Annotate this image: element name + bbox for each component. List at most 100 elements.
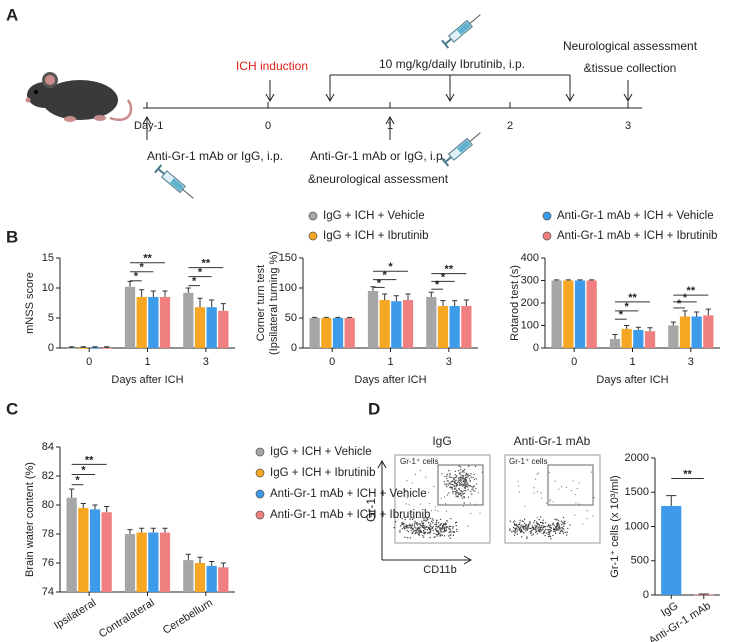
flow-dot (411, 518, 414, 521)
flow-dot (475, 478, 478, 480)
flow-dot (526, 527, 528, 529)
flow-dot (413, 526, 416, 528)
flow-dot (436, 535, 438, 537)
flow-dot (578, 503, 580, 505)
flow-dot (420, 520, 423, 522)
bar (426, 297, 437, 348)
flow-dot (416, 528, 418, 531)
flow-dot (532, 526, 535, 529)
flow-dot (518, 485, 520, 487)
flow-dot (524, 523, 526, 525)
flow-dot (405, 489, 407, 491)
bar (367, 291, 379, 348)
flow-dot (460, 479, 463, 481)
flow-dot (439, 528, 441, 530)
flow-dot (404, 536, 406, 538)
flow-dot (439, 535, 441, 537)
flow-dot (526, 537, 528, 540)
flow-dot (544, 522, 547, 524)
flow-dot (473, 478, 476, 481)
flow-dot (464, 482, 466, 484)
flow-dot (548, 472, 551, 474)
flow-dot (531, 526, 534, 529)
flow-dot (536, 528, 538, 530)
flow-dot (514, 527, 516, 530)
flow-dot (429, 536, 431, 539)
flow-dot (534, 526, 537, 529)
y-tick-label: 100 (279, 282, 297, 294)
flow-dot (455, 495, 457, 498)
flow-dot (411, 524, 413, 527)
bar (206, 307, 217, 348)
flow-dot (590, 471, 593, 473)
flow-dot (449, 537, 452, 539)
flow-dot (540, 497, 543, 499)
flow-dot (437, 533, 440, 536)
flow-dot (475, 483, 478, 485)
bar (218, 310, 229, 348)
error-bar (428, 291, 434, 297)
flow-dot (454, 482, 457, 484)
error-bar (666, 495, 677, 506)
flow-dot (513, 531, 516, 533)
bar (206, 565, 217, 592)
flow-dot (509, 529, 511, 532)
flow-dot (429, 523, 432, 525)
flow-dot (534, 531, 537, 533)
flow-dot (558, 525, 561, 528)
error-bar (682, 310, 688, 317)
flow-dot (515, 529, 517, 531)
significance-label: ** (202, 258, 211, 270)
error-bar (440, 300, 446, 306)
flow-dot (462, 470, 464, 472)
bar (124, 286, 136, 348)
flow-dot (461, 474, 463, 477)
y-tick-label: 100 (521, 319, 539, 331)
flow-dot (410, 525, 412, 527)
flow-dot (460, 494, 463, 497)
flow-dot (445, 503, 447, 505)
flow-dot (455, 476, 457, 478)
error-bar (139, 289, 145, 297)
flow-dot (399, 530, 401, 532)
flow-dot (452, 525, 454, 528)
y-axis-label: Corner turn test (255, 265, 267, 341)
flow-dot (533, 487, 535, 489)
y-tick-label: 400 (521, 252, 539, 264)
flow-dot (423, 533, 426, 535)
bar (332, 318, 344, 348)
flow-dot (430, 520, 433, 523)
flow-dot (542, 519, 544, 521)
gate-label: Gr-1⁺ cells (400, 457, 438, 466)
flow-dot (576, 487, 579, 490)
panel-label: A (6, 5, 18, 24)
flow-dot (425, 520, 428, 522)
flow-dot (470, 485, 472, 488)
flow-dot (458, 487, 460, 490)
legend-label: Anti-Gr-1 mAb + ICH + Vehicle (557, 210, 714, 222)
bar (159, 532, 171, 592)
flow-dot (574, 514, 576, 516)
error-bar (393, 295, 399, 302)
bar (183, 560, 194, 592)
flow-dot (434, 506, 437, 508)
flow-dot (405, 524, 408, 526)
flow-dot (415, 522, 417, 524)
y-axis-label: Brain water content (%) (24, 462, 36, 577)
significance-label: ** (687, 285, 696, 297)
flow-dot (539, 516, 542, 518)
flow-dot (465, 484, 468, 486)
flow-dot (434, 536, 436, 538)
flow-dot (462, 480, 465, 483)
flow-dot (540, 529, 543, 531)
bar (551, 280, 562, 348)
flow-dot (562, 528, 564, 530)
flow-dot (524, 505, 526, 507)
flow-dot (535, 529, 537, 531)
legend-marker (308, 231, 318, 241)
legend-label: Anti-Gr-1 mAb + ICH + Vehicle (270, 488, 427, 500)
bar (633, 330, 644, 348)
syringe-liquid (457, 139, 471, 153)
flow-dot (461, 497, 463, 499)
flow-dot (462, 491, 464, 493)
